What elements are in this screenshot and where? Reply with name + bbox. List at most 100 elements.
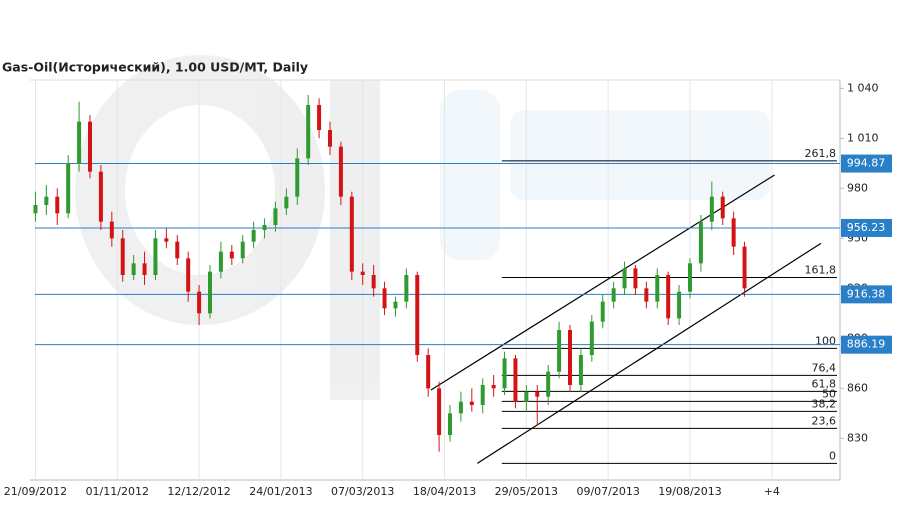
candle-body bbox=[557, 330, 562, 372]
y-tick-label: 830 bbox=[847, 431, 868, 444]
candle-body bbox=[66, 163, 71, 214]
level-label: 956.23 bbox=[847, 221, 886, 234]
y-tick-label: 1 040 bbox=[847, 81, 879, 94]
candle-body bbox=[677, 291, 682, 319]
x-tick-label: 12/12/2012 bbox=[167, 485, 230, 498]
candle-body bbox=[98, 171, 103, 222]
candle-body bbox=[88, 121, 92, 172]
x-tick-label: 19/08/2013 bbox=[658, 485, 721, 498]
candle-body bbox=[448, 413, 452, 435]
level-label: 886.19 bbox=[847, 338, 886, 351]
candle-body bbox=[295, 158, 300, 197]
candle-body bbox=[480, 385, 485, 405]
candle-body bbox=[77, 121, 82, 164]
y-tick-label: 1 010 bbox=[847, 131, 879, 144]
x-tick-label: 24/01/2013 bbox=[249, 485, 312, 498]
fib-label: 161,8 bbox=[805, 264, 837, 277]
candle-body bbox=[491, 385, 496, 389]
candle-body bbox=[666, 275, 671, 319]
chart-title: Gas-Oil(Исторический), 1.00 USD/MT, Dail… bbox=[2, 60, 308, 75]
candle-body bbox=[600, 301, 605, 322]
candle-body bbox=[328, 130, 332, 147]
fib-label: 50 bbox=[822, 387, 836, 400]
candle-body bbox=[742, 246, 747, 289]
candle-body bbox=[709, 196, 714, 222]
trend-line bbox=[430, 174, 775, 391]
candle-body bbox=[622, 268, 627, 289]
candle-body bbox=[720, 196, 725, 219]
candle-body bbox=[273, 208, 278, 225]
candle-body bbox=[382, 288, 387, 309]
candle-body bbox=[142, 263, 147, 275]
candle-body bbox=[589, 321, 594, 355]
candle-body bbox=[415, 275, 420, 355]
candle-body bbox=[437, 388, 442, 435]
candle-body bbox=[568, 330, 572, 385]
candle-body bbox=[153, 238, 158, 275]
fib-label: 100 bbox=[815, 334, 836, 347]
candle-body bbox=[393, 301, 398, 309]
candle-body bbox=[55, 196, 60, 214]
trend-line bbox=[476, 242, 822, 464]
candle-body bbox=[317, 105, 322, 130]
y-tick-label: 860 bbox=[847, 381, 868, 394]
candle-body bbox=[120, 238, 125, 275]
candle-body bbox=[262, 225, 267, 230]
candle-body bbox=[360, 271, 365, 275]
candle-body bbox=[131, 263, 136, 275]
fib-label: 23,6 bbox=[812, 414, 837, 427]
candle-body bbox=[338, 146, 343, 197]
level-box bbox=[841, 285, 892, 304]
candle-body bbox=[633, 268, 638, 289]
candle-body bbox=[109, 221, 114, 239]
candle-body bbox=[655, 275, 660, 302]
candle-body bbox=[251, 230, 256, 242]
candle-body bbox=[502, 358, 507, 389]
candle-body bbox=[33, 205, 38, 214]
candle-body bbox=[731, 218, 736, 247]
level-label: 994.87 bbox=[847, 157, 886, 170]
candle-body bbox=[371, 275, 376, 289]
x-tick-label: 21/09/2012 bbox=[4, 485, 67, 498]
level-box bbox=[841, 154, 892, 173]
candle-body bbox=[469, 401, 474, 405]
candle-body bbox=[240, 241, 245, 259]
y-tick-label: 980 bbox=[847, 181, 868, 194]
candle-body bbox=[698, 221, 703, 264]
x-tick-label: 09/07/2013 bbox=[576, 485, 639, 498]
x-tick-label: 29/05/2013 bbox=[495, 485, 558, 498]
candle-body bbox=[164, 238, 169, 242]
x-tick-label: +4 bbox=[764, 485, 780, 498]
level-box bbox=[841, 218, 892, 237]
candle-body bbox=[349, 196, 354, 272]
candle-body bbox=[458, 401, 463, 414]
fib-label: 76,4 bbox=[812, 361, 837, 374]
candle-body bbox=[284, 196, 289, 209]
candle-body bbox=[688, 263, 692, 292]
candle-body bbox=[186, 258, 191, 292]
candle-body bbox=[175, 241, 180, 259]
level-box bbox=[841, 335, 892, 354]
x-tick-label: 07/03/2013 bbox=[331, 485, 394, 498]
candle-body bbox=[44, 196, 49, 205]
candle-body bbox=[208, 271, 212, 314]
x-tick-label: 18/04/2013 bbox=[413, 485, 476, 498]
level-label: 916.38 bbox=[847, 287, 886, 300]
candle-body bbox=[578, 355, 583, 385]
candle-body bbox=[644, 288, 649, 302]
candle-body bbox=[404, 275, 409, 302]
fib-label: 61,8 bbox=[812, 377, 837, 390]
candle-body bbox=[197, 291, 202, 314]
fib-label: 261,8 bbox=[805, 147, 837, 160]
fib-label: 38,2 bbox=[812, 397, 837, 410]
candle-body bbox=[611, 288, 616, 302]
x-tick-label: 01/11/2012 bbox=[86, 485, 149, 498]
fib-label: 0 bbox=[829, 449, 836, 462]
candle-body bbox=[524, 391, 529, 402]
candle-body bbox=[306, 105, 311, 159]
candle-body bbox=[229, 251, 234, 259]
candle-body bbox=[546, 371, 551, 397]
candle-body bbox=[513, 358, 518, 402]
